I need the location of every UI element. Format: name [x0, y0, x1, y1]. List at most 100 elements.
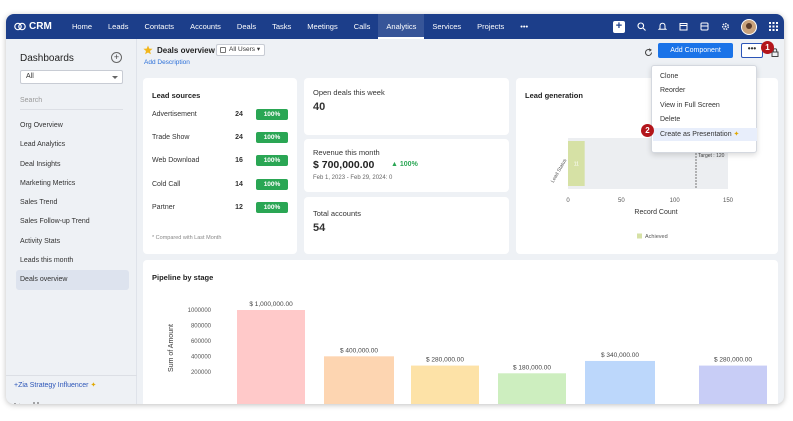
nav-tab-leads[interactable]: Leads [108, 22, 129, 31]
pipeline-title: Pipeline by stage [152, 273, 214, 282]
sidebar-item-deal-insights[interactable]: Deal Insights [20, 160, 61, 168]
menu-item-clone[interactable]: Clone [653, 70, 757, 83]
add-dashboard-button[interactable]: + [111, 52, 122, 63]
lead-source-count: 12 [235, 203, 243, 211]
calendar-icon[interactable] [678, 22, 688, 32]
bar-achieved [568, 141, 585, 186]
menu-item-label: Reorder [660, 87, 686, 95]
menu-item-create-as-presentation[interactable]: Create as Presentation ✦ [653, 127, 757, 141]
lead-source-name: Cold Call [152, 180, 181, 188]
marketplace-icon[interactable] [699, 22, 709, 32]
settings-sliders-icon[interactable] [32, 402, 40, 404]
add-component-button[interactable]: Add Component [658, 43, 733, 58]
nav-tab-meetings[interactable]: Meetings [307, 22, 338, 31]
add-description-link[interactable]: Add Description [144, 59, 190, 66]
pipeline-card: Pipeline by stage 1000000 800000 600000 400… [143, 260, 778, 404]
y-tick-label: 600000 [191, 339, 212, 345]
nav-tab-accounts[interactable]: Accounts [190, 22, 221, 31]
revenue-label: Revenue this month [313, 148, 380, 157]
more-options-button[interactable]: ••• [741, 43, 763, 58]
crm-logo[interactable]: CRM [14, 21, 64, 32]
revenue-change: ▲ 100% [391, 161, 418, 168]
nav-tab-home[interactable]: Home [72, 22, 93, 31]
bar-value-label: $ 280,000.00 [714, 357, 752, 364]
menu-item-view-in-full-screen[interactable]: View in Full Screen [653, 99, 757, 112]
top-nav: CRM Home Leads Contacts Accounts Deals Tasks M… [6, 14, 784, 39]
lead-source-count: 24 [235, 134, 243, 142]
nav-tab-services[interactable]: Services [432, 22, 462, 31]
search-icon[interactable] [636, 22, 646, 32]
lead-source-name: Advertisement [152, 111, 197, 118]
total-accounts-value: 54 [313, 222, 326, 234]
sidebar-item-leads-this-month[interactable]: Leads this month [20, 257, 74, 265]
menu-item-label: View in Full Screen [660, 101, 720, 109]
nav-tab-tasks[interactable]: Tasks [272, 22, 292, 31]
total-accounts-card: Total accounts 54 [304, 197, 509, 254]
dashboard-list: Org Overview Lead Analytics Deal Insights M… [16, 116, 129, 290]
bar-value-label: $ 340,000.00 [601, 352, 639, 359]
sidebar-item-lead-analytics[interactable]: Lead Analytics [20, 141, 66, 149]
sidebar-divider [20, 109, 123, 110]
gear-icon[interactable] [720, 22, 730, 32]
nav-tab-deals[interactable]: Deals [236, 22, 257, 31]
lead-source-name: Trade Show [152, 134, 190, 142]
sidebar-footer-icons [14, 402, 40, 404]
bar-value-label: $ 280,000.00 [426, 357, 464, 364]
nav-tab-contacts[interactable]: Contacts [144, 22, 175, 31]
sidebar-search-input[interactable]: Search [20, 97, 43, 104]
quick-create-button[interactable]: + [613, 20, 625, 33]
users-filter-dropdown[interactable]: All Users ▾ [216, 44, 266, 56]
lead-source-name: Web Download [152, 157, 200, 165]
nav-tab-calls[interactable]: Calls [353, 22, 371, 31]
refresh-icon[interactable] [644, 48, 653, 57]
crm-logo-icon [14, 22, 26, 31]
nav-tabs: Home Leads Contacts Accounts Deals Tasks Meeti… [64, 14, 536, 39]
x-tick-label: 150 [723, 198, 734, 204]
bell-icon[interactable] [657, 22, 667, 32]
y-tick-label: 400000 [191, 354, 212, 360]
nav-tab-analytics[interactable]: Analytics [378, 14, 425, 39]
bar-label: 11 [574, 162, 579, 168]
crm-window: CRM Home Leads Contacts Accounts Deals Tasks M… [6, 14, 784, 404]
menu-item-reorder[interactable]: Reorder [653, 84, 757, 97]
lead-source-row: Web Download 16 100% [152, 155, 292, 167]
sidebar-item-org-overview[interactable]: Org Overview [20, 122, 63, 129]
legend-label-achieved: Achieved [645, 234, 668, 240]
y-tick-label: 200000 [191, 370, 212, 376]
pipeline-chart: 1000000 800000 600000 400000 200000 Sum of Am… [168, 301, 767, 404]
more-options-menu: Clone Reorder View in Full Screen Delete Cre… [651, 65, 757, 153]
revenue-card: Revenue this month $ 700,000.00 ▲ 100% F… [304, 139, 509, 192]
sidebar-item-marketing-metrics[interactable]: Marketing Metrics [20, 179, 76, 187]
apps-grid-icon[interactable] [768, 22, 778, 32]
topbar-actions: + [613, 14, 778, 39]
sidebar-footer-divider [6, 375, 137, 376]
dashboard-filter-value: All [26, 73, 34, 80]
bar-value-label: $ 180,000.00 [513, 364, 551, 371]
lead-source-percent-badge: 100% [256, 178, 288, 190]
sidebar-item-sales-follow-up-trend[interactable]: Sales Follow-up Trend [20, 218, 90, 226]
dashboard-filter-select[interactable]: All [20, 70, 123, 84]
collapse-sidebar-icon[interactable] [14, 402, 22, 404]
lead-generation-chart: 11 Target : 120 Lead Status 0 50 100 150 Record… [550, 138, 734, 240]
sparkle-icon: ✦ [731, 130, 740, 138]
nav-tab-more[interactable]: ••• [520, 22, 529, 31]
y-tick-label: 800000 [191, 323, 212, 329]
x-tick-label: 0 [566, 198, 570, 204]
avatar[interactable] [741, 18, 757, 35]
dashboard-header: Deals overview All Users ▾ Add Descripti… [137, 39, 784, 69]
sidebar-item-activity-stats[interactable]: Activity Stats [20, 237, 61, 245]
lead-source-row: Advertisement 24 100% [152, 109, 292, 121]
sidebar-item-sales-trend[interactable]: Sales Trend [20, 199, 58, 207]
step-badge-2: 2 [641, 124, 654, 137]
menu-item-delete[interactable]: Delete [653, 113, 757, 126]
pipeline-bar [699, 365, 767, 404]
nav-tab-projects[interactable]: Projects [477, 22, 505, 31]
menu-item-label: Create as Presentation [660, 130, 732, 138]
users-filter-label: All Users [229, 46, 256, 53]
dashboard-title: Deals overview [157, 46, 215, 55]
zia-strategy-link[interactable]: +Zia Strategy Influencer ✦ [14, 381, 96, 389]
lead-sources-footnote: * Compared with Last Month [152, 235, 222, 241]
star-icon[interactable] [143, 45, 153, 55]
sidebar-item-deals-overview[interactable]: Deals overview [16, 270, 129, 290]
lead-source-count: 14 [235, 180, 243, 188]
